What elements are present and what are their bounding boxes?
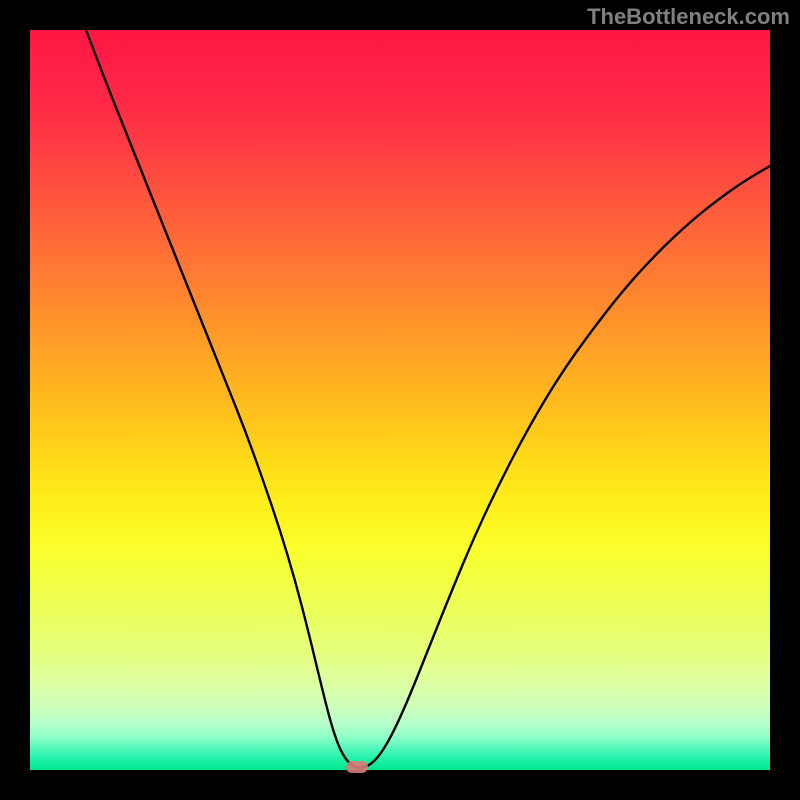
curve-overlay — [0, 0, 800, 800]
chart-container: TheBottleneck.com — [0, 0, 800, 800]
watermark-text: TheBottleneck.com — [587, 4, 790, 30]
optimal-marker — [346, 761, 368, 773]
bottleneck-curve — [86, 30, 770, 768]
